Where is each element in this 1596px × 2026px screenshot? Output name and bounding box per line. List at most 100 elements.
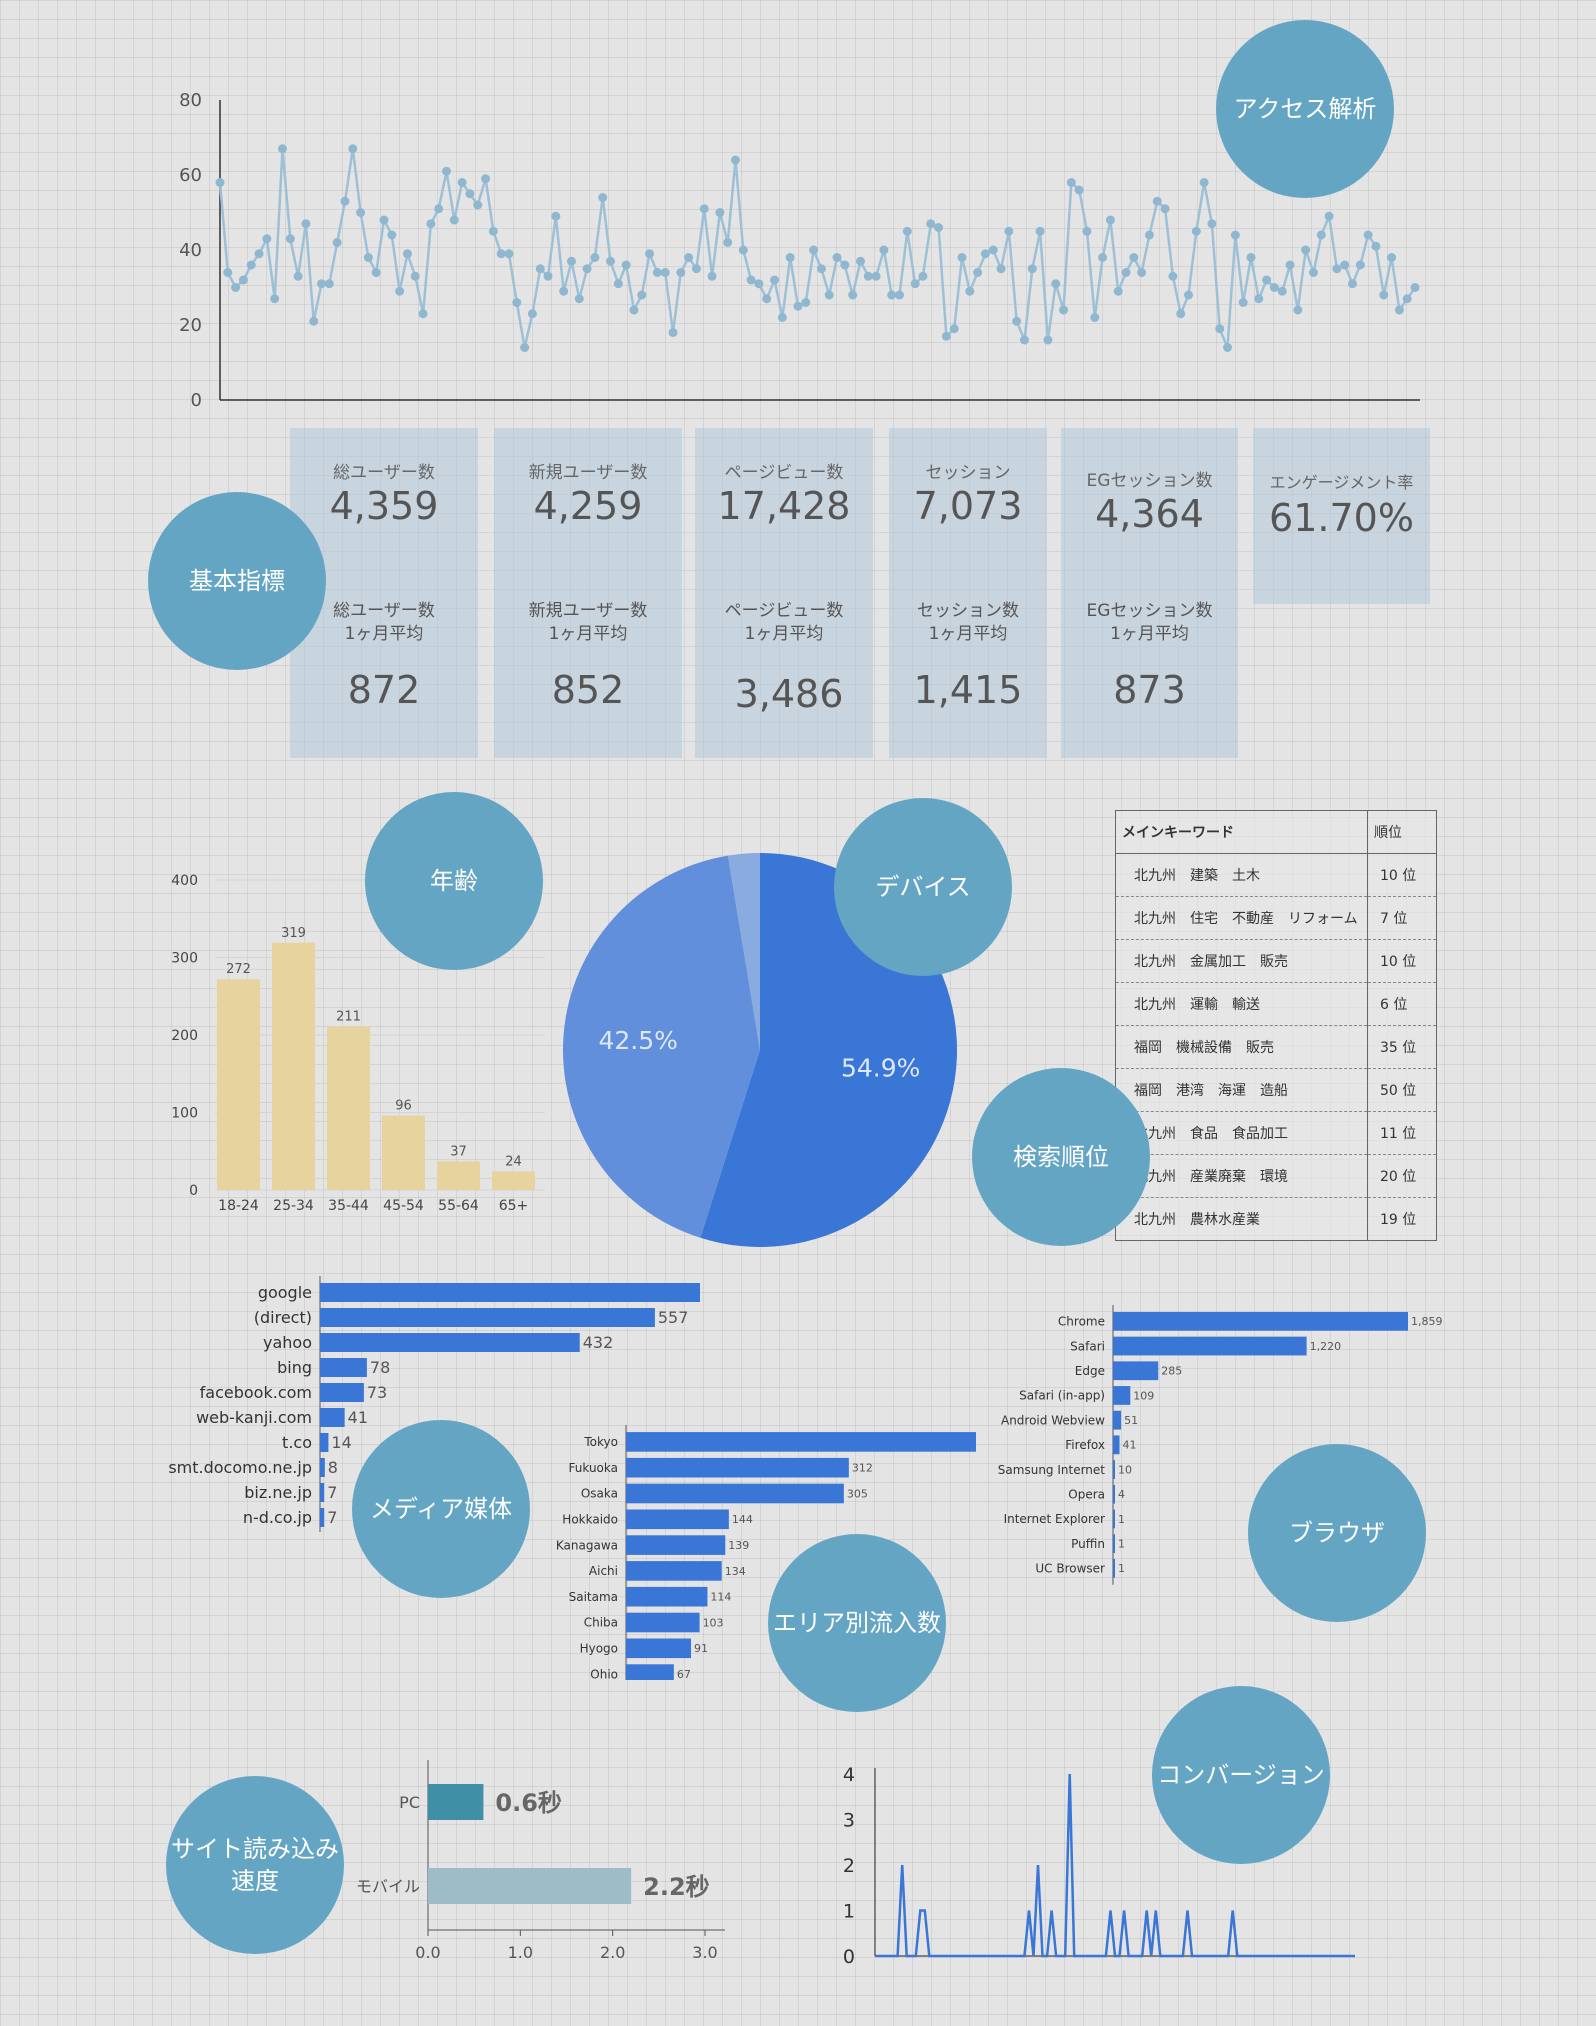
- bar: [626, 1612, 700, 1633]
- metric-avg-value: 852: [551, 668, 625, 712]
- data-point: [1254, 294, 1264, 304]
- data-point: [402, 249, 412, 259]
- data-point: [512, 298, 522, 307]
- data-point: [1293, 305, 1303, 315]
- data-point: [457, 178, 467, 187]
- data-point: [324, 279, 334, 289]
- data-point: [395, 286, 405, 296]
- category-label: yahoo: [263, 1333, 312, 1352]
- search-rank-bubble: 検索順位: [972, 1068, 1150, 1246]
- data-label: 319: [281, 926, 306, 941]
- bar: [320, 1458, 325, 1477]
- data-point: [1183, 290, 1193, 300]
- metric-avg-value: 1,415: [913, 668, 1023, 712]
- data-point: [848, 290, 858, 300]
- data-point: [941, 331, 951, 341]
- keyword-cell: 北九州 住宅 不動産 リフォーム: [1116, 896, 1368, 940]
- category-label: Saitama: [569, 1590, 618, 1604]
- bar: [626, 1483, 844, 1504]
- data-point: [1301, 245, 1311, 255]
- data-point: [535, 264, 545, 274]
- data-point: [1348, 279, 1358, 289]
- category-label: モバイル: [356, 1877, 420, 1896]
- metric-value: 4,359: [329, 484, 439, 528]
- data-label: 1: [1118, 1513, 1125, 1526]
- category-label: Hyogo: [580, 1642, 618, 1656]
- device-bubble: デバイス: [834, 798, 1012, 976]
- data-point: [363, 253, 373, 262]
- category-label: Samsung Internet: [998, 1463, 1105, 1477]
- rank-cell: 10 位: [1367, 939, 1436, 983]
- data-label: 272: [226, 962, 251, 977]
- bar: [626, 1664, 674, 1680]
- data-point: [738, 245, 748, 255]
- data-point: [840, 260, 850, 270]
- data-point: [309, 316, 319, 326]
- data-point: [1238, 298, 1248, 307]
- data-point: [543, 271, 553, 281]
- data-point: [730, 155, 740, 165]
- category-label: biz.ne.jp: [244, 1483, 312, 1502]
- data-point: [1191, 226, 1201, 236]
- metric-card-engagement-rate: [1253, 428, 1430, 604]
- bar: [626, 1638, 691, 1659]
- data-label: 10: [1118, 1463, 1132, 1476]
- data-point: [496, 249, 506, 259]
- data-point: [238, 275, 248, 285]
- data-label: 144: [732, 1513, 753, 1526]
- x-tick-label: 25-34: [273, 1198, 314, 1214]
- bar: [1113, 1484, 1115, 1504]
- data-point: [442, 166, 452, 176]
- data-point: [520, 343, 530, 352]
- metric-value: 61.70%: [1269, 496, 1414, 540]
- data-point: [637, 290, 647, 300]
- data-point: [1004, 226, 1014, 236]
- data-point: [1340, 260, 1350, 270]
- data-point: [785, 253, 795, 262]
- category-label: facebook.com: [200, 1383, 312, 1402]
- data-label: 8: [328, 1458, 338, 1477]
- data-point: [770, 275, 780, 285]
- data-point: [434, 204, 444, 214]
- data-point: [699, 204, 709, 214]
- data-label: 37: [450, 1144, 467, 1159]
- bar: [1113, 1558, 1115, 1578]
- category-label: bing: [277, 1358, 312, 1377]
- y-tick-label: 2: [843, 1855, 855, 1877]
- bar: [1113, 1311, 1408, 1331]
- category-label: Internet Explorer: [1004, 1512, 1105, 1526]
- table-row: 北九州 金属加工 販売 10 位: [1116, 939, 1436, 983]
- data-point: [809, 245, 819, 255]
- table-row: 北九州 建築 土木 10 位: [1116, 853, 1436, 897]
- data-label: 114: [710, 1591, 731, 1604]
- data-point: [980, 249, 990, 259]
- data-point: [449, 215, 459, 225]
- browser-bubble: ブラウザ: [1248, 1444, 1426, 1622]
- data-label: 109: [1133, 1389, 1154, 1402]
- bar: [1113, 1509, 1115, 1529]
- data-point: [863, 271, 873, 281]
- data-point: [1402, 294, 1412, 304]
- data-label: 41: [1123, 1439, 1137, 1452]
- data-point: [1137, 268, 1147, 277]
- x-tick-label: 0.0: [415, 1943, 440, 1962]
- data-label: 14: [331, 1433, 351, 1452]
- data-point: [527, 309, 537, 319]
- data-label: 312: [852, 1462, 873, 1475]
- bar: [327, 1026, 370, 1190]
- data-point: [801, 298, 811, 307]
- bar: [1113, 1410, 1122, 1430]
- rank-header: 順位: [1367, 811, 1436, 854]
- data-label: 103: [703, 1616, 724, 1629]
- data-point: [1121, 268, 1131, 277]
- metric-avg-label: EGセッション数 1ヶ月平均: [1086, 601, 1213, 644]
- y-tick-label: 20: [179, 315, 202, 336]
- data-point: [473, 200, 483, 210]
- y-tick-label: 0: [191, 390, 202, 411]
- data-point: [723, 238, 733, 247]
- data-point: [754, 279, 764, 289]
- site-speed-bubble: サイト読み込み 速度: [166, 1776, 344, 1954]
- metric-value: 4,364: [1095, 492, 1204, 536]
- y-tick-label: 100: [171, 1106, 198, 1122]
- data-point: [910, 279, 920, 289]
